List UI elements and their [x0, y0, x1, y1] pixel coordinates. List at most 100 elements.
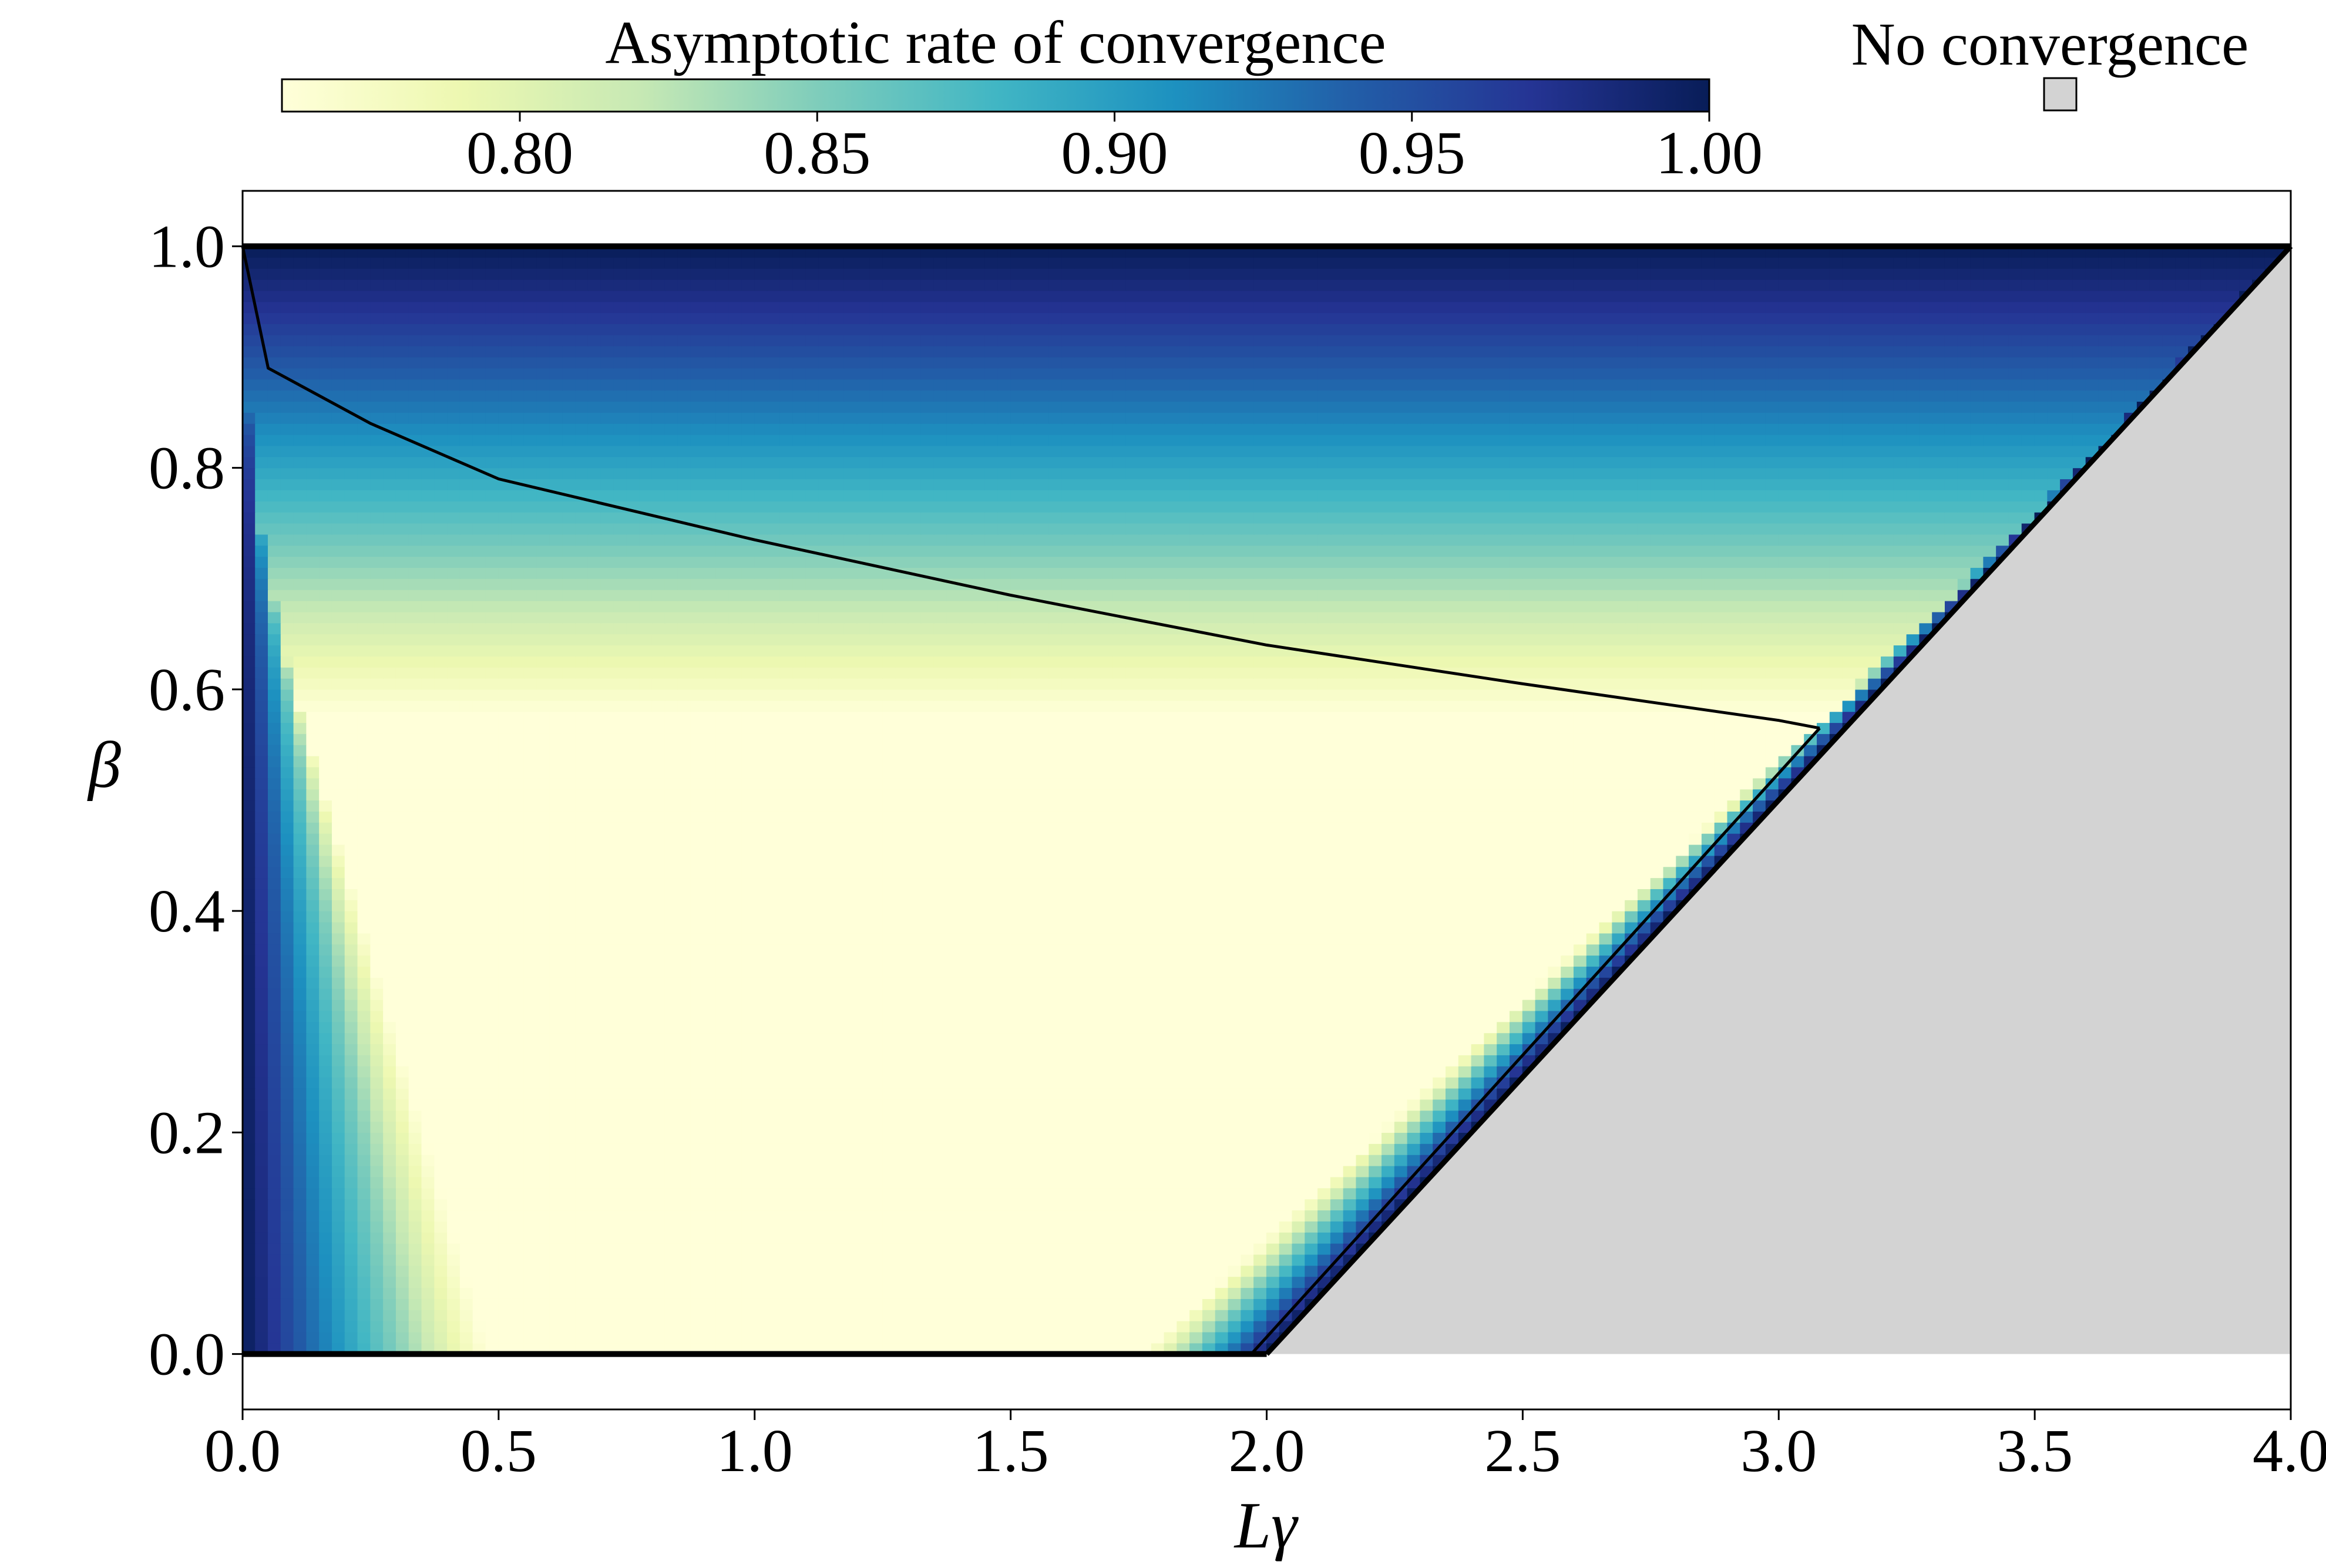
heatmap-cell: [549, 1154, 563, 1166]
heatmap-cell: [651, 877, 665, 890]
heatmap-cell: [1689, 822, 1703, 834]
heatmap-cell: [395, 1276, 409, 1288]
heatmap-cell: [639, 810, 653, 823]
heatmap-cell: [677, 1010, 691, 1022]
heatmap-cell: [933, 844, 947, 856]
heatmap-cell: [357, 1276, 371, 1288]
heatmap-cell: [1612, 866, 1626, 879]
heatmap-cell: [408, 1110, 422, 1122]
heatmap-cell: [447, 1298, 461, 1310]
heatmap-cell: [1228, 1076, 1242, 1089]
heatmap-cell: [1048, 1320, 1063, 1333]
heatmap-cell: [408, 888, 422, 900]
heatmap-cell: [1253, 1088, 1268, 1100]
heatmap-cell: [1048, 1121, 1063, 1133]
heatmap-cell: [267, 910, 281, 923]
heatmap-cell: [767, 888, 781, 900]
heatmap-cell: [946, 1054, 960, 1066]
heatmap-cell: [1369, 844, 1383, 856]
heatmap-cell: [690, 1309, 704, 1321]
heatmap-cell: [728, 1132, 742, 1144]
heatmap-cell: [1535, 910, 1549, 923]
heatmap-cell: [370, 1265, 384, 1277]
heatmap-cell: [472, 1121, 486, 1133]
heatmap-cell: [1074, 1331, 1088, 1344]
heatmap-cell: [600, 1088, 614, 1100]
heatmap-cell: [549, 1220, 563, 1233]
heatmap-cell: [651, 822, 665, 834]
heatmap-cell: [792, 899, 806, 911]
heatmap-cell: [1189, 1143, 1204, 1155]
heatmap-cell: [472, 954, 486, 967]
heatmap-cell: [1266, 1198, 1280, 1211]
heatmap-cell: [575, 1243, 589, 1255]
heatmap-cell: [511, 1198, 525, 1211]
heatmap-cell: [818, 1320, 832, 1333]
heatmap-cell: [664, 954, 678, 967]
heatmap-cell: [1061, 1298, 1075, 1310]
heatmap-cell: [472, 1209, 486, 1222]
heatmap-cell: [1164, 833, 1178, 845]
heatmap-cell: [1100, 1287, 1114, 1299]
heatmap-cell: [344, 1309, 358, 1321]
heatmap-cell: [383, 1165, 397, 1177]
heatmap-cell: [1048, 1187, 1063, 1200]
heatmap-cell: [805, 822, 819, 834]
heatmap-cell: [421, 1187, 435, 1200]
heatmap-cell: [344, 1331, 358, 1344]
heatmap-cell: [1433, 833, 1447, 845]
heatmap-cell: [741, 799, 755, 812]
heatmap-cell: [408, 1132, 422, 1144]
heatmap-cell: [997, 1010, 1011, 1022]
heatmap-cell: [357, 944, 371, 956]
heatmap-cell: [395, 1110, 409, 1122]
heatmap-cell: [1356, 1065, 1370, 1078]
heatmap-cell: [805, 944, 819, 956]
heatmap-cell: [587, 1276, 601, 1288]
heatmap-cell: [1061, 1187, 1075, 1200]
heatmap-cell: [1151, 1320, 1165, 1333]
heatmap-cell: [1330, 1054, 1344, 1066]
heatmap-cell: [1048, 1309, 1063, 1321]
heatmap-cell: [1561, 899, 1575, 911]
heatmap-cell: [677, 844, 691, 856]
heatmap-cell: [1266, 899, 1280, 911]
heatmap-cell: [997, 1065, 1011, 1078]
heatmap-cell: [1356, 833, 1370, 845]
heatmap-cell: [562, 1331, 576, 1344]
heatmap-cell: [1279, 1209, 1293, 1222]
heatmap-cell: [485, 1187, 499, 1200]
heatmap-cell: [741, 1176, 755, 1189]
heatmap-cell: [856, 1265, 870, 1277]
heatmap-cell: [1266, 1209, 1280, 1222]
heatmap-cell: [626, 1154, 640, 1166]
heatmap-cell: [1484, 999, 1498, 1011]
heatmap-cell: [779, 1099, 794, 1111]
heatmap-cell: [1112, 977, 1127, 989]
heatmap-cell: [1036, 1088, 1050, 1100]
heatmap-cell: [651, 1209, 665, 1222]
heatmap-cell: [280, 1143, 294, 1155]
heatmap-cell: [702, 999, 717, 1011]
heatmap-cell: [421, 1254, 435, 1266]
heatmap-cell: [856, 1054, 870, 1066]
heatmap-cell: [1189, 1165, 1204, 1177]
heatmap-cell: [280, 965, 294, 978]
heatmap-cell: [728, 1176, 742, 1189]
heatmap-cell: [319, 921, 333, 934]
heatmap-cell: [306, 1320, 320, 1333]
heatmap-cell: [1023, 1276, 1037, 1288]
heatmap-cell: [1394, 899, 1408, 911]
heatmap-cell: [1048, 1265, 1063, 1277]
heatmap-cell: [485, 965, 499, 978]
heatmap-cell: [395, 1154, 409, 1166]
heatmap-cell: [779, 1143, 794, 1155]
heatmap-cell: [626, 1276, 640, 1288]
heatmap-cell: [920, 1309, 935, 1321]
heatmap-cell: [677, 1331, 691, 1344]
heatmap-cell: [1228, 1154, 1242, 1166]
heatmap-cell: [1317, 810, 1332, 823]
heatmap-cell: [1151, 977, 1165, 989]
heatmap-cell: [882, 833, 896, 845]
heatmap-cell: [1061, 1065, 1075, 1078]
